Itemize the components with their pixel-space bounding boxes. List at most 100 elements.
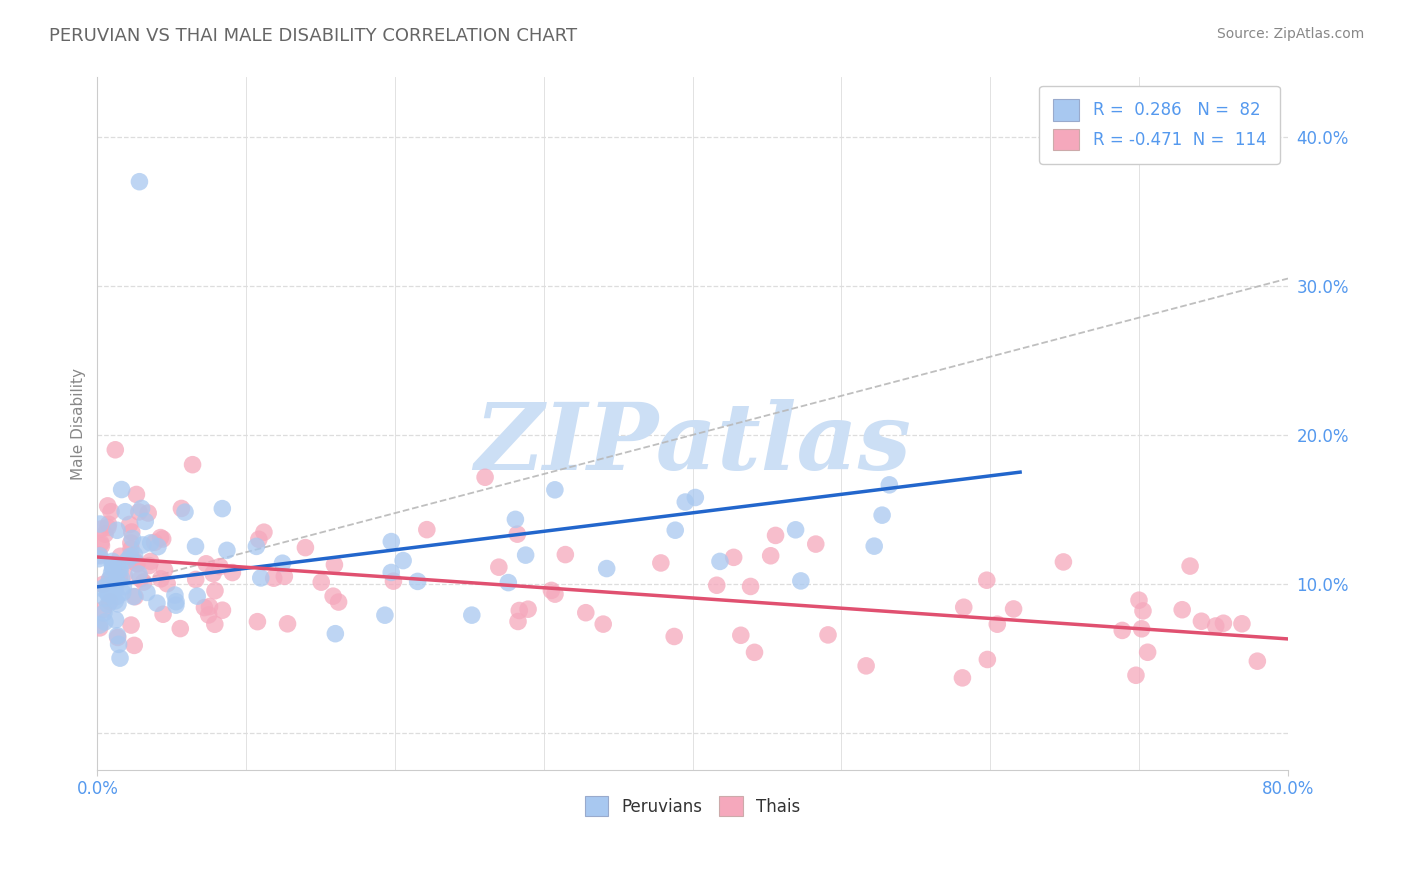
Point <box>1111 624 1133 638</box>
Point <box>517 602 540 616</box>
Point <box>125 487 148 501</box>
Point <box>108 561 131 575</box>
Point <box>193 600 215 615</box>
Point <box>91 602 114 616</box>
Point <box>139 554 162 568</box>
Point <box>153 563 176 577</box>
Point <box>120 618 142 632</box>
Point <box>104 594 127 608</box>
Point <box>595 561 617 575</box>
Point <box>138 558 160 573</box>
Point <box>149 572 172 586</box>
Point <box>382 574 405 589</box>
Point <box>976 573 998 587</box>
Point <box>204 583 226 598</box>
Point <box>105 523 128 537</box>
Point <box>107 597 129 611</box>
Point <box>202 566 225 581</box>
Point <box>131 501 153 516</box>
Point <box>322 589 344 603</box>
Point <box>174 505 197 519</box>
Point <box>804 537 827 551</box>
Point <box>863 539 886 553</box>
Point <box>294 541 316 555</box>
Point <box>785 523 807 537</box>
Point <box>323 558 346 572</box>
Point <box>120 541 142 556</box>
Point <box>112 580 135 594</box>
Point <box>114 505 136 519</box>
Point <box>249 571 271 585</box>
Point <box>127 557 149 571</box>
Point <box>540 583 562 598</box>
Point <box>110 483 132 497</box>
Point <box>136 506 159 520</box>
Point <box>107 558 129 573</box>
Point <box>134 514 156 528</box>
Point <box>186 589 208 603</box>
Point <box>112 567 135 582</box>
Point <box>132 538 155 552</box>
Point <box>97 520 120 534</box>
Point <box>253 525 276 540</box>
Legend: Peruvians, Thais: Peruvians, Thais <box>576 788 808 824</box>
Point <box>575 606 598 620</box>
Point <box>169 622 191 636</box>
Point <box>107 629 129 643</box>
Point <box>328 595 350 609</box>
Point <box>325 626 347 640</box>
Point <box>104 613 127 627</box>
Point <box>709 554 731 568</box>
Point <box>184 540 207 554</box>
Point <box>508 603 530 617</box>
Point <box>128 505 150 519</box>
Point <box>107 637 129 651</box>
Point <box>98 594 121 608</box>
Point <box>181 458 204 472</box>
Point <box>111 585 134 599</box>
Point <box>374 608 396 623</box>
Point <box>685 491 707 505</box>
Point <box>406 574 429 589</box>
Point <box>488 560 510 574</box>
Point <box>246 615 269 629</box>
Point <box>165 598 187 612</box>
Point <box>94 527 117 541</box>
Point <box>221 566 243 580</box>
Point <box>94 591 117 606</box>
Point <box>309 575 332 590</box>
Point <box>139 536 162 550</box>
Point <box>1246 654 1268 668</box>
Point <box>870 508 893 523</box>
Point <box>723 550 745 565</box>
Point <box>165 595 187 609</box>
Point <box>121 524 143 539</box>
Point <box>108 571 131 585</box>
Text: ZIPatlas: ZIPatlas <box>474 400 911 490</box>
Point <box>544 483 567 497</box>
Point <box>90 539 112 553</box>
Point <box>855 658 877 673</box>
Point <box>879 478 901 492</box>
Point <box>121 532 143 546</box>
Point <box>211 501 233 516</box>
Point <box>271 556 294 570</box>
Point <box>101 558 124 572</box>
Point <box>515 548 537 562</box>
Point <box>952 671 974 685</box>
Point <box>759 549 782 563</box>
Point <box>98 572 121 586</box>
Point <box>416 523 439 537</box>
Point <box>215 543 238 558</box>
Point <box>128 567 150 582</box>
Point <box>89 549 111 563</box>
Point <box>184 573 207 587</box>
Point <box>273 569 295 583</box>
Point <box>149 531 172 545</box>
Point <box>104 442 127 457</box>
Point <box>986 617 1008 632</box>
Point <box>124 590 146 604</box>
Point <box>120 549 142 563</box>
Point <box>506 615 529 629</box>
Point <box>93 606 115 620</box>
